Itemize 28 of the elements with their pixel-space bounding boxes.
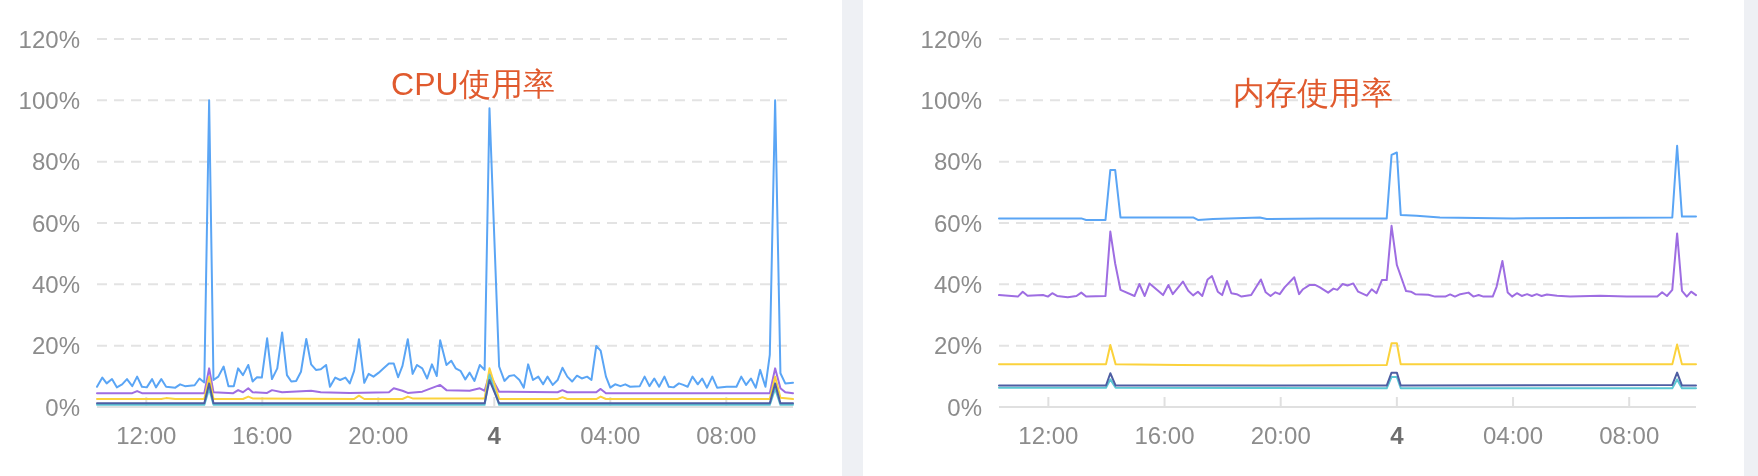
x-tick-label: 20:00 bbox=[1250, 421, 1311, 449]
y-tick-label: 120% bbox=[18, 25, 80, 53]
x-tick-label: 20:00 bbox=[348, 421, 409, 449]
title: 内存使用率 bbox=[1232, 75, 1393, 111]
x-tick-label: 4 bbox=[1390, 421, 1404, 449]
y-tick-label: 40% bbox=[31, 270, 80, 298]
x-tick-label: 04:00 bbox=[1483, 421, 1544, 449]
x-tick-label: 16:00 bbox=[232, 421, 293, 449]
y-tick-label: 40% bbox=[933, 270, 982, 298]
title: CPU使用率 bbox=[391, 66, 555, 102]
y-tick-label: 20% bbox=[933, 332, 982, 360]
y-tick-label: 120% bbox=[920, 25, 982, 53]
y-tick-label: 80% bbox=[31, 148, 80, 176]
y-tick-label: 60% bbox=[31, 209, 80, 237]
x-tick-label: 08:00 bbox=[696, 421, 757, 449]
y-tick-label: 100% bbox=[920, 86, 982, 114]
x-tick-label: 4 bbox=[487, 421, 501, 449]
y-tick-label: 80% bbox=[933, 148, 982, 176]
x-tick-label: 16:00 bbox=[1134, 421, 1195, 449]
x-tick-label: 04:00 bbox=[580, 421, 641, 449]
x-tick-label: 08:00 bbox=[1599, 421, 1660, 449]
y-tick-label: 0% bbox=[947, 393, 982, 421]
y-tick-label: 0% bbox=[45, 393, 80, 421]
y-tick-label: 100% bbox=[18, 86, 80, 114]
y-tick-label: 20% bbox=[31, 332, 80, 360]
x-tick-label: 12:00 bbox=[116, 421, 177, 449]
x-tick-label: 12:00 bbox=[1018, 421, 1079, 449]
y-tick-label: 60% bbox=[933, 209, 982, 237]
